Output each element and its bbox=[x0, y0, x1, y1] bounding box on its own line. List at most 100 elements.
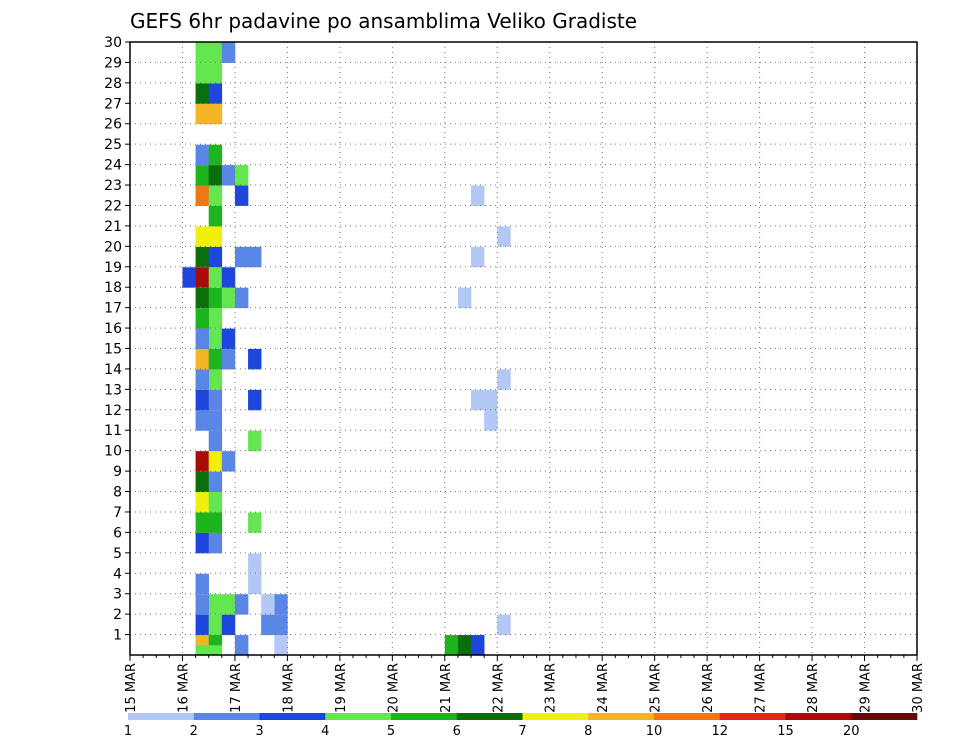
heatmap-cell bbox=[195, 185, 209, 206]
heatmap-cell bbox=[195, 83, 209, 104]
heatmap-cell bbox=[195, 451, 209, 472]
heatmap-cell bbox=[221, 267, 236, 288]
heatmap-cell bbox=[208, 226, 223, 247]
heatmap-cell bbox=[208, 165, 223, 186]
y-tick-label: 20 bbox=[104, 239, 122, 255]
heatmap-cell bbox=[234, 635, 249, 656]
heatmap-cell bbox=[248, 553, 262, 574]
heatmap-cell bbox=[497, 226, 511, 247]
heatmap-cell bbox=[208, 42, 223, 63]
heatmap-cell bbox=[208, 594, 223, 615]
y-tick-label: 1 bbox=[113, 628, 122, 644]
y-tick-label: 2 bbox=[113, 607, 122, 623]
heatmap-cell bbox=[208, 451, 223, 472]
y-tick-label: 18 bbox=[104, 280, 122, 296]
heatmap-cell bbox=[195, 287, 209, 309]
legend-label: 20 bbox=[843, 724, 860, 739]
heatmap-cell bbox=[274, 594, 288, 615]
y-tick-label: 15 bbox=[104, 342, 122, 358]
x-tick-label: 23 MAR bbox=[544, 663, 559, 713]
heatmap-cell bbox=[195, 532, 209, 554]
heatmap-cell bbox=[208, 287, 223, 309]
heatmap-cell bbox=[484, 410, 498, 431]
cells-layer bbox=[182, 42, 511, 656]
heatmap-cell bbox=[208, 328, 223, 349]
x-tick-label: 30 MAR bbox=[911, 663, 926, 713]
legend-swatch bbox=[128, 713, 195, 720]
heatmap-cell bbox=[221, 328, 236, 349]
heatmap-cell bbox=[221, 614, 236, 636]
x-tick-label: 16 MAR bbox=[176, 663, 191, 713]
heatmap-cell bbox=[221, 42, 236, 63]
chart-title: GEFS 6hr padavine po ansamblima Veliko G… bbox=[130, 9, 637, 33]
heatmap-cell bbox=[195, 512, 209, 533]
heatmap-cell bbox=[274, 635, 288, 656]
legend-swatch bbox=[654, 713, 721, 720]
heatmap-cell bbox=[208, 62, 223, 84]
y-tick-label: 26 bbox=[104, 117, 122, 133]
legend-label: 5 bbox=[387, 724, 395, 739]
heatmap-cell bbox=[234, 594, 249, 615]
legend-swatch bbox=[391, 713, 458, 720]
legend-swatch bbox=[588, 713, 655, 720]
heatmap-cell bbox=[234, 165, 249, 186]
heatmap-cell bbox=[471, 185, 485, 206]
heatmap-cell bbox=[208, 614, 223, 636]
y-tick-label: 13 bbox=[104, 382, 122, 398]
legend-label: 2 bbox=[190, 724, 198, 739]
heatmap-cell bbox=[208, 103, 223, 125]
x-tick-label: 17 MAR bbox=[229, 663, 244, 713]
heatmap-cell bbox=[234, 246, 249, 268]
y-tick-label: 6 bbox=[113, 525, 122, 541]
heatmap-cell bbox=[195, 471, 209, 493]
y-tick-label: 14 bbox=[104, 362, 122, 378]
heatmap-cell bbox=[208, 185, 223, 206]
y-tick-label: 11 bbox=[104, 423, 122, 439]
heatmap-cell bbox=[195, 369, 209, 390]
y-tick-label: 19 bbox=[104, 260, 122, 276]
y-tick-label: 25 bbox=[104, 137, 122, 153]
x-tick-label: 24 MAR bbox=[596, 663, 611, 713]
heatmap-cell bbox=[221, 451, 236, 472]
y-tick-label: 9 bbox=[113, 464, 122, 480]
heatmap-cell bbox=[208, 267, 223, 288]
legend-label: 3 bbox=[255, 724, 263, 739]
y-tick-label: 23 bbox=[104, 178, 122, 194]
legend-swatch bbox=[522, 713, 589, 720]
heatmap-cell bbox=[274, 614, 288, 636]
heatmap-cell bbox=[195, 62, 209, 84]
heatmap-cell bbox=[484, 389, 498, 411]
legend-swatch bbox=[325, 713, 392, 720]
legend-label: 6 bbox=[453, 724, 461, 739]
heatmap-cell bbox=[221, 349, 236, 370]
heatmap-cell bbox=[195, 328, 209, 349]
y-tick-label: 3 bbox=[113, 587, 122, 603]
legend-label: 10 bbox=[646, 724, 663, 739]
heatmap-cell bbox=[195, 165, 209, 186]
x-tick-label: 19 MAR bbox=[334, 663, 349, 713]
heatmap-cell bbox=[208, 492, 223, 513]
y-tick-label: 30 bbox=[104, 35, 122, 51]
heatmap-cell bbox=[221, 594, 236, 615]
legend-label: 1 bbox=[124, 724, 132, 739]
heatmap-cell bbox=[248, 430, 262, 452]
y-tick-label: 12 bbox=[104, 403, 122, 419]
x-tick-label: 22 MAR bbox=[491, 663, 506, 713]
x-axis: 15 MAR 16 MAR 17 MAR 18 MAR 19 MAR 20 MAR 21 M… bbox=[124, 655, 926, 713]
heatmap-cell bbox=[248, 512, 262, 533]
legend-swatch bbox=[719, 713, 786, 720]
x-tick-label: 21 MAR bbox=[439, 663, 454, 713]
heatmap-cell bbox=[195, 389, 209, 411]
y-tick-label: 28 bbox=[104, 76, 122, 92]
y-tick-label: 22 bbox=[104, 198, 122, 214]
y-tick-label: 5 bbox=[113, 546, 122, 562]
heatmap-cell bbox=[195, 103, 209, 125]
heatmap-cell bbox=[208, 83, 223, 104]
heatmap-cell bbox=[234, 287, 249, 309]
heatmap-cell bbox=[195, 42, 209, 63]
heatmap-cell bbox=[195, 144, 209, 166]
y-tick-label: 4 bbox=[113, 566, 122, 582]
y-tick-label: 29 bbox=[104, 55, 122, 71]
legend-swatch bbox=[785, 713, 852, 720]
y-tick-label: 21 bbox=[104, 219, 122, 235]
